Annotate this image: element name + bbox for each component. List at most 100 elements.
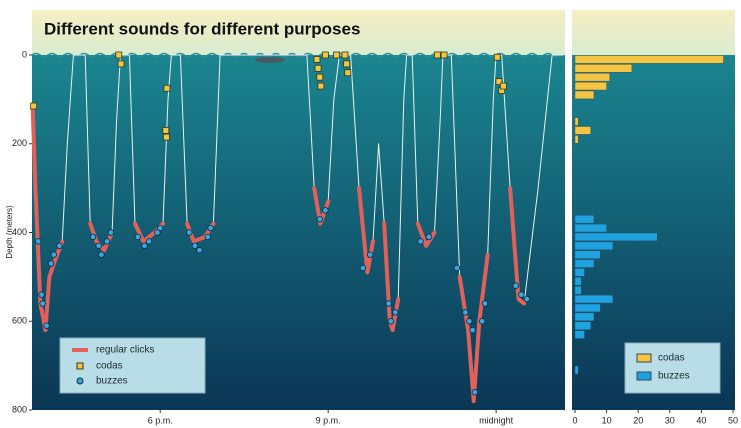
chart-title: Different sounds for different purposes: [44, 19, 360, 38]
histogram-bar: [574, 117, 579, 126]
legend-swatch: [76, 377, 84, 385]
buzz-point: [471, 389, 479, 396]
histogram-bar: [574, 232, 658, 242]
y-tick-label: 400: [12, 227, 27, 237]
legend-label: buzzes: [658, 371, 690, 382]
buzz-point: [316, 215, 323, 223]
buzz-point: [89, 233, 97, 241]
x-tick-label: midnight: [479, 415, 514, 425]
legend-box: [624, 342, 721, 394]
histogram-bar: [574, 365, 579, 375]
buzz-point: [512, 282, 519, 289]
coda-point: [344, 69, 352, 77]
x-tick-label: 6 p.m.: [148, 415, 173, 425]
coda-point: [440, 51, 448, 59]
buzz-point: [34, 238, 42, 245]
coda-point: [314, 64, 322, 72]
buzz-point: [453, 264, 461, 272]
legend-label: regular clicks: [96, 345, 154, 356]
histogram-bar: [574, 321, 592, 330]
buzz-point: [478, 318, 486, 325]
buzz-point: [469, 326, 476, 334]
coda-point: [115, 51, 123, 59]
buzz-point: [107, 229, 115, 236]
coda-point: [495, 78, 503, 86]
buzz-point: [366, 251, 374, 258]
buzz-point: [417, 238, 424, 245]
sky: [572, 10, 735, 55]
histogram-bar: [574, 223, 607, 233]
buzz-point: [322, 207, 329, 214]
x-tick-label: 0: [572, 415, 577, 425]
buzz-point: [481, 300, 489, 307]
histogram-bar: [574, 286, 582, 295]
histogram-bar: [574, 241, 614, 250]
histogram-bar: [574, 294, 614, 304]
histogram-bar: [574, 303, 601, 313]
buzz-point: [141, 242, 148, 250]
histogram-bar: [574, 81, 607, 91]
coda-point: [321, 51, 329, 59]
buzz-point: [157, 224, 164, 232]
buzz-point: [387, 318, 395, 325]
histogram-bar: [574, 90, 595, 100]
histogram-bar: [574, 268, 585, 277]
buzz-point: [196, 247, 203, 254]
buzz-point: [50, 251, 58, 258]
buzz-point: [204, 233, 212, 241]
buzz-point: [191, 242, 199, 250]
histogram-bar: [574, 259, 595, 268]
buzz-point: [47, 260, 55, 267]
buzz-point: [56, 242, 63, 250]
y-tick-label: 800: [12, 404, 27, 414]
histogram-bar: [574, 330, 585, 339]
buzz-point: [392, 309, 399, 316]
buzz-point: [207, 224, 214, 232]
coda-point: [341, 51, 349, 59]
whale: [255, 57, 285, 63]
coda-point: [162, 127, 170, 134]
coda-point: [316, 73, 324, 81]
y-axis-label: Depth (meters): [5, 205, 14, 259]
buzz-point: [385, 300, 392, 307]
histogram-bar: [574, 126, 592, 135]
buzz-point: [518, 291, 525, 298]
buzz-point: [145, 238, 153, 245]
y-tick-label: 0: [22, 49, 27, 59]
coda-point: [30, 102, 38, 110]
x-tick-label: 20: [633, 415, 643, 425]
buzz-point: [43, 322, 50, 329]
buzz-point: [95, 242, 102, 250]
buzz-point: [466, 318, 473, 325]
buzz-point: [462, 309, 469, 316]
x-tick-label: 50: [728, 415, 738, 425]
coda-point: [343, 60, 351, 68]
buzz-point: [134, 233, 142, 241]
coda-point: [163, 84, 171, 92]
histogram-bar: [574, 312, 595, 321]
legend-swatch: [636, 371, 652, 381]
histogram-bar: [574, 64, 633, 73]
histogram-bar: [574, 250, 601, 259]
histogram-bar: [574, 73, 610, 82]
buzz-point: [425, 233, 433, 241]
legend-label: buzzes: [96, 376, 128, 387]
coda-point: [493, 53, 501, 61]
buzz-point: [38, 291, 45, 298]
coda-point: [162, 133, 170, 141]
legend-label: codas: [96, 361, 123, 372]
y-tick-label: 200: [12, 138, 27, 148]
legend-box: [59, 337, 206, 394]
y-tick-label: 600: [12, 316, 27, 326]
coda-point: [433, 51, 441, 59]
legend-label: codas: [658, 353, 685, 364]
buzz-point: [154, 229, 161, 236]
buzz-point: [523, 295, 531, 303]
histogram-bar: [574, 55, 724, 64]
buzz-point: [98, 251, 105, 258]
histogram-bar: [574, 277, 582, 286]
coda-point: [313, 56, 321, 63]
coda-point: [333, 51, 340, 59]
legend-swatch: [76, 362, 84, 370]
